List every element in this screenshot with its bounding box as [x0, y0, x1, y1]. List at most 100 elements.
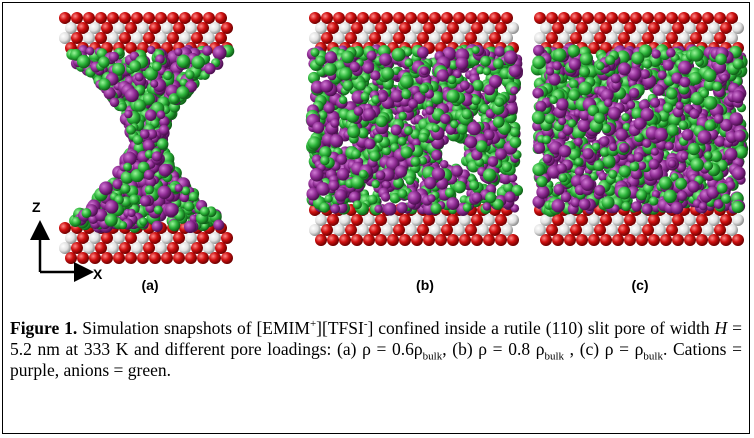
atom: [569, 58, 581, 70]
atom: [483, 214, 495, 226]
atom: [98, 56, 110, 68]
atom: [65, 232, 77, 244]
atom: [553, 48, 566, 61]
atom: [420, 67, 428, 75]
atom: [543, 154, 553, 164]
atom: [441, 32, 453, 44]
atom: [636, 189, 647, 200]
atom: [184, 201, 194, 211]
atom: [77, 55, 90, 68]
atom: [594, 113, 605, 124]
atom: [77, 22, 89, 34]
atom: [704, 151, 713, 160]
atom: [532, 56, 545, 69]
atom: [510, 86, 518, 94]
atom: [333, 12, 345, 24]
atom: [696, 22, 708, 34]
atom: [621, 202, 631, 212]
atom: [532, 163, 545, 176]
atom: [559, 173, 568, 182]
atom: [501, 224, 513, 236]
atom: [119, 242, 131, 254]
atom: [376, 115, 388, 127]
atom: [203, 242, 215, 254]
atom: [175, 184, 183, 192]
atom: [339, 67, 352, 80]
atom: [575, 158, 583, 166]
atom: [489, 224, 501, 236]
atom: [569, 79, 578, 88]
atom: [618, 224, 630, 236]
atom: [472, 46, 480, 54]
atom: [460, 80, 470, 90]
atom: [684, 214, 696, 226]
atom: [672, 214, 684, 226]
atom: [456, 57, 469, 70]
atom: [558, 12, 570, 24]
atom: [582, 32, 594, 44]
atom: [477, 12, 489, 24]
atom: [140, 195, 151, 206]
atom: [109, 52, 119, 62]
atom: [363, 234, 375, 246]
atom: [203, 32, 215, 44]
atom: [173, 252, 185, 264]
atom: [167, 12, 179, 24]
panel-label: (c): [631, 277, 648, 293]
atom: [689, 72, 702, 85]
atom: [507, 22, 519, 34]
atom: [609, 143, 617, 151]
atom: [369, 32, 381, 44]
atom: [324, 195, 332, 203]
atom: [378, 92, 387, 101]
atom: [471, 96, 481, 106]
atom: [581, 177, 594, 190]
atom: [502, 162, 512, 172]
atom: [642, 12, 654, 24]
atom: [679, 120, 689, 130]
atom: [149, 22, 161, 34]
atom: [507, 234, 519, 246]
atom: [77, 232, 89, 244]
atom: [667, 124, 679, 136]
atom: [690, 32, 702, 44]
atom: [101, 22, 113, 34]
atom: [320, 80, 333, 93]
atom: [540, 22, 552, 34]
atom: [393, 224, 405, 236]
atom: [59, 242, 71, 254]
atom: [702, 32, 714, 44]
atom: [462, 109, 473, 120]
atom: [558, 224, 570, 236]
atom: [714, 114, 724, 124]
atom: [630, 12, 642, 24]
atom: [375, 234, 387, 246]
atom: [542, 135, 551, 144]
atom: [99, 181, 113, 195]
atom: [469, 180, 479, 190]
atom: [213, 46, 227, 60]
atom: [552, 61, 561, 70]
panel-label: (b): [416, 277, 434, 293]
atom: [363, 108, 376, 121]
atom: [381, 192, 390, 201]
atom: [347, 125, 360, 138]
atom: [653, 84, 664, 95]
atom: [375, 214, 387, 226]
atom: [579, 199, 591, 211]
atom: [592, 143, 600, 151]
atom: [534, 142, 546, 154]
atom: [606, 32, 618, 44]
atom: [671, 202, 684, 215]
atom: [423, 214, 435, 226]
atom: [578, 81, 592, 95]
atom: [619, 143, 629, 153]
atom: [654, 32, 666, 44]
atom: [315, 234, 327, 246]
atom: [459, 214, 471, 226]
atom: [165, 203, 179, 217]
atom: [477, 224, 489, 236]
atom: [618, 32, 630, 44]
atom: [427, 194, 435, 202]
caption-text: , (c) ρ = ρ: [564, 339, 643, 359]
